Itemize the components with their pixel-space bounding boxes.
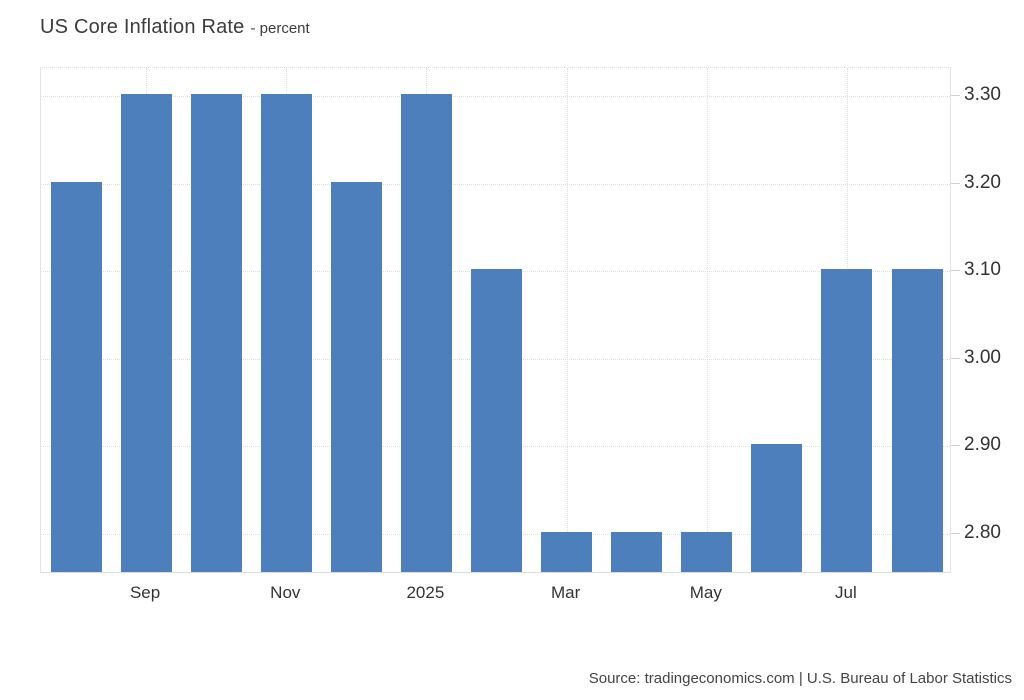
- plot-area: [40, 67, 951, 573]
- bar-jul-2025[interactable]: [821, 269, 873, 572]
- y-axis-tick: [951, 182, 960, 184]
- chart-title-row: US Core Inflation Rate - percent: [40, 16, 310, 39]
- bar-sep-2024[interactable]: [120, 94, 172, 572]
- x-axis-label: 2025: [406, 583, 445, 602]
- y-axis-label: 3.20: [964, 171, 1001, 193]
- y-axis-label: 2.80: [964, 521, 1001, 543]
- bar-dec-2024[interactable]: [330, 181, 382, 572]
- bar-aug-2025[interactable]: [891, 269, 943, 572]
- vertical-gridline: [706, 68, 708, 572]
- bar-aug-2024[interactable]: [50, 181, 102, 572]
- chart-title: US Core Inflation Rate: [40, 16, 245, 38]
- bar-nov-2024[interactable]: [260, 94, 312, 572]
- y-axis-tick: [951, 357, 960, 359]
- horizontal-gridline: [41, 183, 950, 185]
- y-axis-tick: [951, 445, 960, 447]
- x-axis-label: Mar: [550, 583, 581, 602]
- y-axis-tick: [951, 270, 960, 272]
- bar-oct-2024[interactable]: [190, 94, 242, 572]
- y-axis-label: 2.90: [964, 434, 1001, 456]
- bar-jun-2025[interactable]: [751, 444, 803, 572]
- x-axis-label: Nov: [270, 583, 301, 602]
- vertical-gridline: [566, 68, 568, 572]
- y-axis-tick: [951, 95, 960, 96]
- y-axis-tick: [951, 532, 960, 534]
- bar-mar-2025[interactable]: [541, 531, 593, 572]
- y-axis-label: 3.10: [964, 259, 1001, 281]
- bar-jan-2025[interactable]: [400, 94, 452, 572]
- horizontal-gridline: [41, 96, 950, 97]
- y-axis-label: 3.00: [964, 346, 1001, 368]
- source-attribution: Source: tradingeconomics.com | U.S. Bure…: [588, 670, 1012, 687]
- x-axis-label: Jul: [835, 583, 857, 602]
- y-axis-label: 3.30: [964, 84, 1001, 105]
- chart-subtitle: - percent: [250, 20, 310, 37]
- x-axis-label: May: [689, 583, 722, 602]
- bar-feb-2025[interactable]: [471, 269, 522, 572]
- x-axis-label: Sep: [129, 583, 161, 602]
- bar-may-2025[interactable]: [681, 531, 733, 572]
- bar-apr-2025[interactable]: [611, 531, 663, 572]
